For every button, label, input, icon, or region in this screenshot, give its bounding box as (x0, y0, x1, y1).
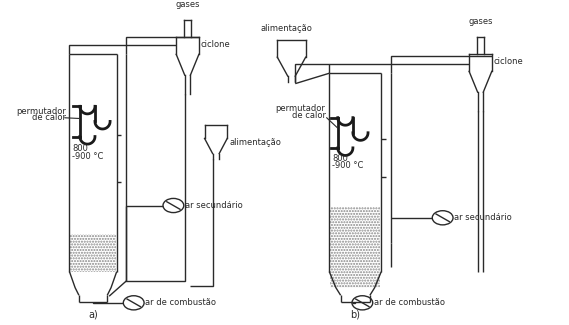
Text: ciclone: ciclone (494, 58, 523, 66)
Text: ar de combustão: ar de combustão (374, 298, 445, 307)
Text: de calor: de calor (291, 111, 325, 120)
Text: -900 °C: -900 °C (72, 152, 104, 161)
Text: alimentação: alimentação (261, 24, 313, 32)
Text: b): b) (351, 309, 360, 319)
Text: 800: 800 (332, 154, 348, 163)
Text: gases: gases (175, 0, 200, 9)
Bar (71, 234, 116, 272)
Text: permutador: permutador (275, 104, 325, 113)
Text: de calor: de calor (32, 113, 65, 122)
Bar (330, 207, 380, 288)
Text: ar secundário: ar secundário (454, 213, 512, 222)
Text: gases: gases (468, 17, 493, 26)
Text: alimentação: alimentação (229, 138, 281, 147)
Text: permutador: permutador (16, 107, 65, 115)
Text: ar de combustão: ar de combustão (145, 298, 216, 307)
Text: 800: 800 (72, 144, 88, 153)
Text: a): a) (88, 309, 98, 319)
Text: -900 °C: -900 °C (332, 161, 364, 170)
Text: ar secundário: ar secundário (185, 201, 242, 210)
Text: ciclone: ciclone (201, 40, 230, 49)
